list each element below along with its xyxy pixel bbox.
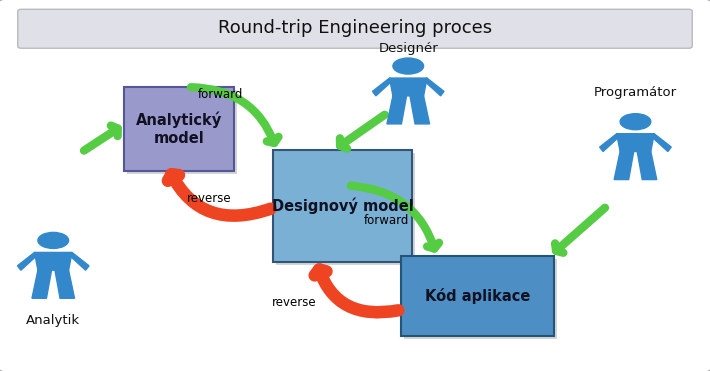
FancyBboxPatch shape	[18, 9, 692, 48]
Text: reverse: reverse	[187, 192, 231, 205]
Text: Analytický
model: Analytický model	[136, 112, 222, 146]
Polygon shape	[390, 78, 427, 96]
Polygon shape	[424, 78, 444, 96]
Polygon shape	[69, 252, 89, 270]
Text: Round-trip Engineering proces: Round-trip Engineering proces	[218, 19, 492, 37]
FancyBboxPatch shape	[401, 256, 554, 336]
Polygon shape	[373, 78, 393, 96]
Text: forward: forward	[197, 88, 243, 101]
FancyBboxPatch shape	[127, 90, 237, 174]
Circle shape	[393, 58, 424, 74]
Text: Designový model: Designový model	[272, 198, 413, 214]
Polygon shape	[637, 151, 657, 180]
Polygon shape	[18, 252, 38, 270]
Polygon shape	[651, 134, 671, 151]
Text: Designér: Designér	[378, 42, 438, 55]
Text: reverse: reverse	[273, 296, 317, 309]
Polygon shape	[614, 151, 634, 180]
Text: Kód aplikace: Kód aplikace	[425, 288, 530, 304]
Text: forward: forward	[364, 214, 410, 227]
Text: Programátor: Programátor	[594, 86, 677, 99]
FancyBboxPatch shape	[276, 153, 415, 265]
Polygon shape	[55, 270, 75, 298]
Circle shape	[38, 232, 69, 249]
FancyBboxPatch shape	[124, 87, 234, 171]
Polygon shape	[600, 134, 620, 151]
Polygon shape	[35, 252, 72, 270]
FancyBboxPatch shape	[404, 259, 557, 339]
Polygon shape	[410, 96, 430, 124]
Circle shape	[620, 114, 651, 130]
Polygon shape	[617, 134, 654, 151]
Polygon shape	[387, 96, 407, 124]
Polygon shape	[32, 270, 52, 298]
Text: Analytik: Analytik	[26, 314, 80, 328]
FancyBboxPatch shape	[273, 150, 412, 262]
